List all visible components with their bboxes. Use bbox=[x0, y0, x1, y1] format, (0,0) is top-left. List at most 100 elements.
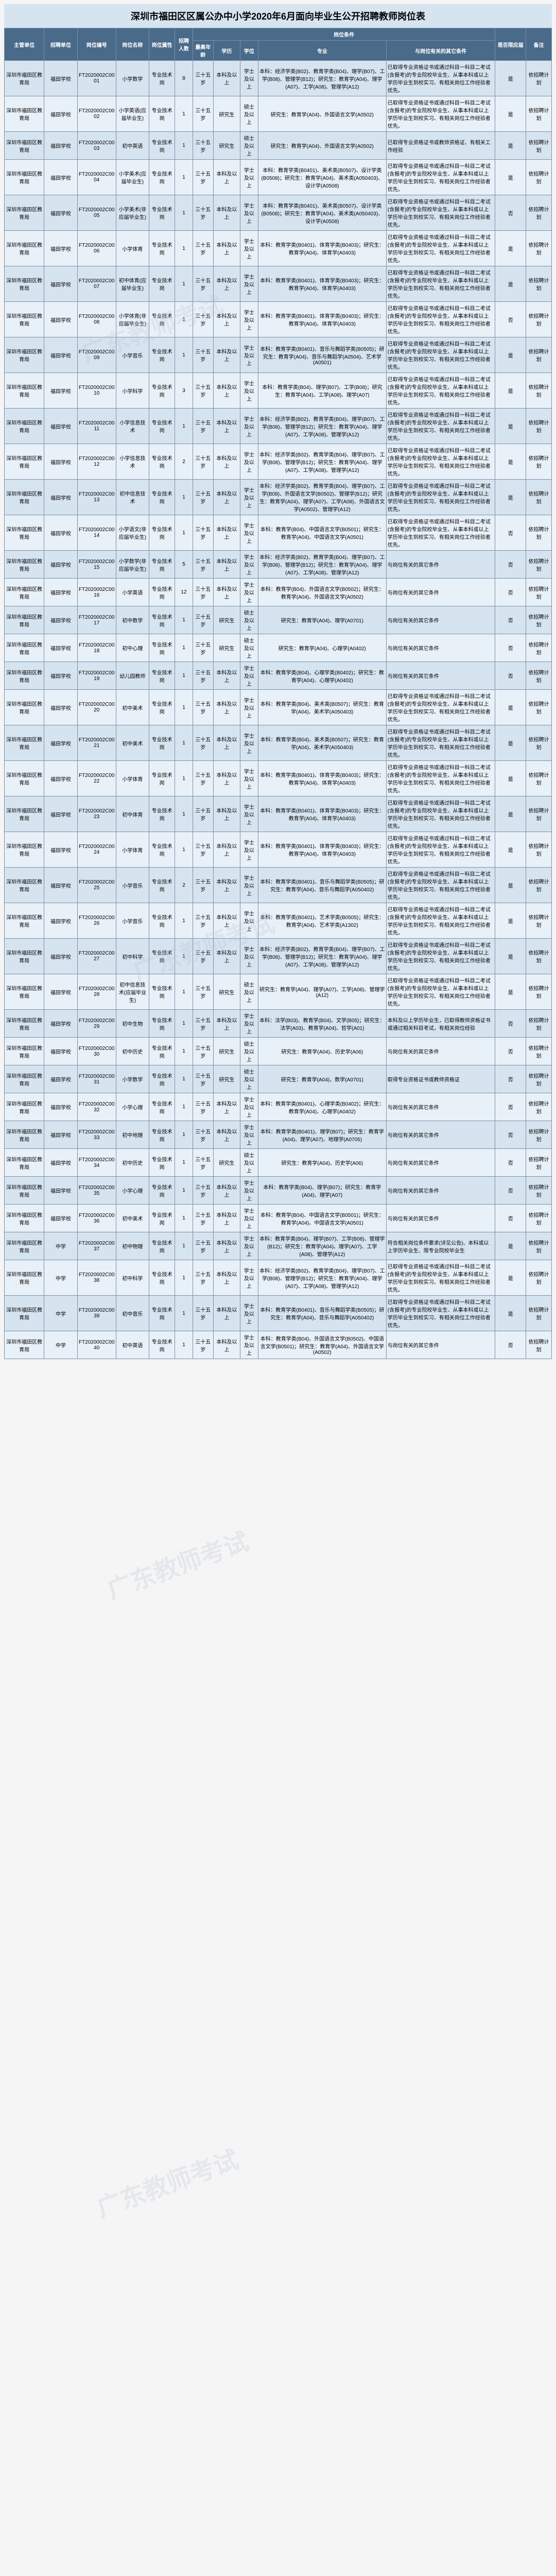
cell-other: 已取得专业资格证书或通过科目一科目二考试(含报考)的专业院校毕业生、从事本科或以… bbox=[386, 266, 495, 302]
cell-code: FT2020002C0035 bbox=[77, 1177, 116, 1205]
cell-attr: 专业技术岗 bbox=[149, 579, 175, 606]
cell-unit: 福田学校 bbox=[44, 61, 78, 96]
cell-num: 12 bbox=[175, 579, 193, 606]
cell-code: FT2020002C0011 bbox=[77, 409, 116, 444]
cell-unit: 福田学校 bbox=[44, 690, 78, 725]
cell-attr: 专业技术岗 bbox=[149, 1038, 175, 1065]
cell-unit: 福田学校 bbox=[44, 903, 78, 939]
cell-deg: 学士及以上 bbox=[240, 1205, 258, 1232]
cell-attr: 专业技术岗 bbox=[149, 515, 175, 551]
cell-attr: 专业技术岗 bbox=[149, 302, 175, 337]
cell-rem: 依招聘计划 bbox=[526, 579, 552, 606]
cell-major: 本科：经济学类(B02)、教育学类(B04)、理学(B07)、工学(B08)、管… bbox=[258, 1260, 386, 1296]
cell-unit: 福田学校 bbox=[44, 634, 78, 662]
cell-major: 本科：教育学类(B0401)、体育学类(B0403)；研究生：教育学(A04)、… bbox=[258, 266, 386, 302]
cell-num: 1 bbox=[175, 1093, 193, 1121]
cell-org: 深圳市福田区教育局 bbox=[5, 974, 44, 1010]
cell-max: 三十五岁 bbox=[193, 1010, 213, 1038]
cell-rem: 依招聘计划 bbox=[526, 302, 552, 337]
cell-attr: 专业技术岗 bbox=[149, 409, 175, 444]
cell-attr: 专业技术岗 bbox=[149, 662, 175, 690]
cell-other: 已取得专业资格证书或通过科目一科目二考试(含报考)的专业院校毕业生、从事本科或以… bbox=[386, 1260, 495, 1296]
cell-other: 已取得专业资格证书或教师资格证、有相关工作经验 bbox=[386, 132, 495, 160]
cell-num: 1 bbox=[175, 974, 193, 1010]
cell-major: 本科：教育学类(B0401)、体育学类(B0403)；研究生：教育学(A04)、… bbox=[258, 796, 386, 832]
cell-res: 否 bbox=[495, 1331, 526, 1359]
cell-edu: 本科及以上 bbox=[213, 832, 240, 868]
cell-other: 已取得专业资格证书或通过科目一科目二考试(含报考)的专业院校毕业生、从事本科或以… bbox=[386, 231, 495, 266]
cell-res: 是 bbox=[495, 61, 526, 96]
cell-max: 三十五岁 bbox=[193, 1232, 213, 1260]
cell-max: 三十五岁 bbox=[193, 337, 213, 373]
cell-name: 小学数学(非应届毕业生) bbox=[116, 551, 149, 579]
cell-other: 与岗位有关的其它条件 bbox=[386, 1205, 495, 1232]
cell-rem: 依招聘计划 bbox=[526, 444, 552, 480]
cell-rem: 依招聘计划 bbox=[526, 634, 552, 662]
cell-num: 2 bbox=[175, 868, 193, 903]
cell-name: 小学信息技术 bbox=[116, 409, 149, 444]
cell-max: 三十五岁 bbox=[193, 761, 213, 796]
cell-org: 深圳市福田区教育局 bbox=[5, 1296, 44, 1331]
cell-deg: 硕士及以上 bbox=[240, 132, 258, 160]
cell-num: 1 bbox=[175, 606, 193, 634]
cell-attr: 专业技术岗 bbox=[149, 690, 175, 725]
cell-org: 深圳市福田区教育局 bbox=[5, 132, 44, 160]
col-major: 专业 bbox=[258, 41, 386, 61]
cell-res: 否 bbox=[495, 1010, 526, 1038]
cell-deg: 硕士及以上 bbox=[240, 1065, 258, 1093]
cell-num: 1 bbox=[175, 725, 193, 761]
cell-res: 否 bbox=[495, 515, 526, 551]
cell-major: 本科：教育学类(B0401)、音乐与舞蹈学类(B0505)；研究生：教育学(A0… bbox=[258, 868, 386, 903]
cell-max: 三十五岁 bbox=[193, 1177, 213, 1205]
cell-major: 本科：经济学类(B02)、教育学类(B04)、理学(B07)、工学(B08)、管… bbox=[258, 551, 386, 579]
cell-attr: 专业技术岗 bbox=[149, 337, 175, 373]
cell-deg: 学士及以上 bbox=[240, 1296, 258, 1331]
col-org: 主管单位 bbox=[5, 28, 44, 61]
cell-max: 三十五岁 bbox=[193, 409, 213, 444]
cell-attr: 专业技术岗 bbox=[149, 1149, 175, 1177]
cell-edu: 本科及以上 bbox=[213, 266, 240, 302]
cell-max: 三十五岁 bbox=[193, 1093, 213, 1121]
cell-code: FT2020002C0006 bbox=[77, 231, 116, 266]
cell-deg: 学士及以上 bbox=[240, 761, 258, 796]
cell-num: 1 bbox=[175, 515, 193, 551]
cell-deg: 学士及以上 bbox=[240, 444, 258, 480]
cell-res: 否 bbox=[495, 1205, 526, 1232]
cell-deg: 学士及以上 bbox=[240, 1232, 258, 1260]
cell-max: 三十五岁 bbox=[193, 1121, 213, 1149]
table-row: 深圳市福田区教育局福田学校FT2020002C0036初中美术专业技术岗1三十五… bbox=[5, 1205, 552, 1232]
cell-other: 已取得专业资格证书或通过科目一科目二考试(含报考)的专业院校毕业生、从事本科或以… bbox=[386, 61, 495, 96]
cell-other: 与岗位有关的其它条件 bbox=[386, 1149, 495, 1177]
cell-other: 已取得专业资格证书或通过科目一科目二考试(含报考)的专业院校毕业生、从事本科或以… bbox=[386, 725, 495, 761]
cell-org: 深圳市福田区教育局 bbox=[5, 1149, 44, 1177]
col-rem: 备注 bbox=[526, 28, 552, 61]
table-row: 深圳市福田区教育局福田学校FT2020002C0020初中美术专业技术岗1三十五… bbox=[5, 690, 552, 725]
cell-unit: 福田学校 bbox=[44, 515, 78, 551]
cell-code: FT2020002C0022 bbox=[77, 761, 116, 796]
cell-rem: 依招聘计划 bbox=[526, 939, 552, 974]
cell-unit: 福田学校 bbox=[44, 444, 78, 480]
table-row: 深圳市福田区教育局福田学校FT2020002C0008小学体育(非应届毕业生)专… bbox=[5, 302, 552, 337]
cell-rem: 依招聘计划 bbox=[526, 662, 552, 690]
cell-deg: 学士及以上 bbox=[240, 195, 258, 231]
cell-org: 深圳市福田区教育局 bbox=[5, 1232, 44, 1260]
table-row: 深圳市福田区教育局福田学校FT2020002C0023初中体育专业技术岗1三十五… bbox=[5, 796, 552, 832]
cell-code: FT2020002C0027 bbox=[77, 939, 116, 974]
cell-name: 初中美术 bbox=[116, 690, 149, 725]
cell-major: 本科：教育学类(B04)、外国语言文学(B0502)、中国语言文学(B0501)… bbox=[258, 1331, 386, 1359]
cell-edu: 本科及以上 bbox=[213, 1177, 240, 1205]
cell-org: 深圳市福田区教育局 bbox=[5, 266, 44, 302]
col-res: 是否限应届 bbox=[495, 28, 526, 61]
cell-edu: 研究生 bbox=[213, 1038, 240, 1065]
cell-name: 初中历史 bbox=[116, 1149, 149, 1177]
cell-num: 1 bbox=[175, 1149, 193, 1177]
cell-edu: 本科及以上 bbox=[213, 579, 240, 606]
cell-max: 三十五岁 bbox=[193, 515, 213, 551]
cell-major: 本科：教育学(B04)、外国语言文学(B0502)；研究生：教育学(A04)、外… bbox=[258, 579, 386, 606]
cell-other: 已取得专业资格证书或通过科目一科目二考试(含报考)的专业院校毕业生、从事本科或以… bbox=[386, 409, 495, 444]
cell-unit: 福田学校 bbox=[44, 606, 78, 634]
cell-edu: 本科及以上 bbox=[213, 373, 240, 409]
cell-code: FT2020002C0004 bbox=[77, 160, 116, 195]
cell-code: FT2020002C0013 bbox=[77, 480, 116, 515]
col-attr: 岗位属性 bbox=[149, 28, 175, 61]
